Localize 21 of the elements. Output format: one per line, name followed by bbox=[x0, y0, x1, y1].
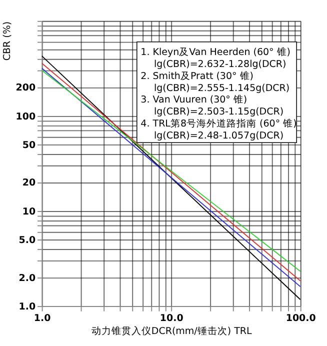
x-tick-label: 10.0 bbox=[160, 312, 184, 324]
annotation: lg(CBR)=2.503-1.15g(DCR) bbox=[154, 106, 284, 118]
x-tick-label: 1.0 bbox=[34, 312, 52, 324]
y-tick-label: 200 bbox=[16, 82, 36, 94]
annotation: 4. TRL第8号海外道路指南 (60° 锥) bbox=[140, 117, 297, 130]
x-tick-label: 100.0 bbox=[286, 312, 316, 324]
y-tick-label: 1.0 bbox=[18, 301, 36, 312]
annotation: 2. Smith及Pratt (30° 锥) bbox=[140, 70, 254, 82]
annotation: lg(CBR)=2.632-1.28lg(DCR) bbox=[154, 59, 286, 70]
annotation: lg(CBR)=2.555-1.145g(DCR) bbox=[154, 82, 290, 94]
annotation: lg(CBR)=2.48-1.057g(DCR) bbox=[154, 130, 284, 142]
annotation: 3. Van Vuuren (30° 锥) bbox=[140, 94, 248, 106]
x-axis-title: 动力锥贯入仪DCR(mm/锤击次) TRL bbox=[91, 325, 252, 338]
y-tick-label: 50 bbox=[22, 140, 36, 151]
y-tick-label: 2.0 bbox=[18, 272, 36, 284]
annotation: 1. Kleyn及Van Heerden (60° 锥) bbox=[140, 46, 291, 58]
y-tick-label: 5.0 bbox=[18, 234, 36, 246]
y-axis-title: CBR (%) bbox=[2, 21, 14, 61]
y-tick-label: 10 bbox=[22, 206, 36, 218]
y-tick-label: 100 bbox=[16, 111, 36, 122]
y-tick-label: 20 bbox=[22, 178, 36, 189]
